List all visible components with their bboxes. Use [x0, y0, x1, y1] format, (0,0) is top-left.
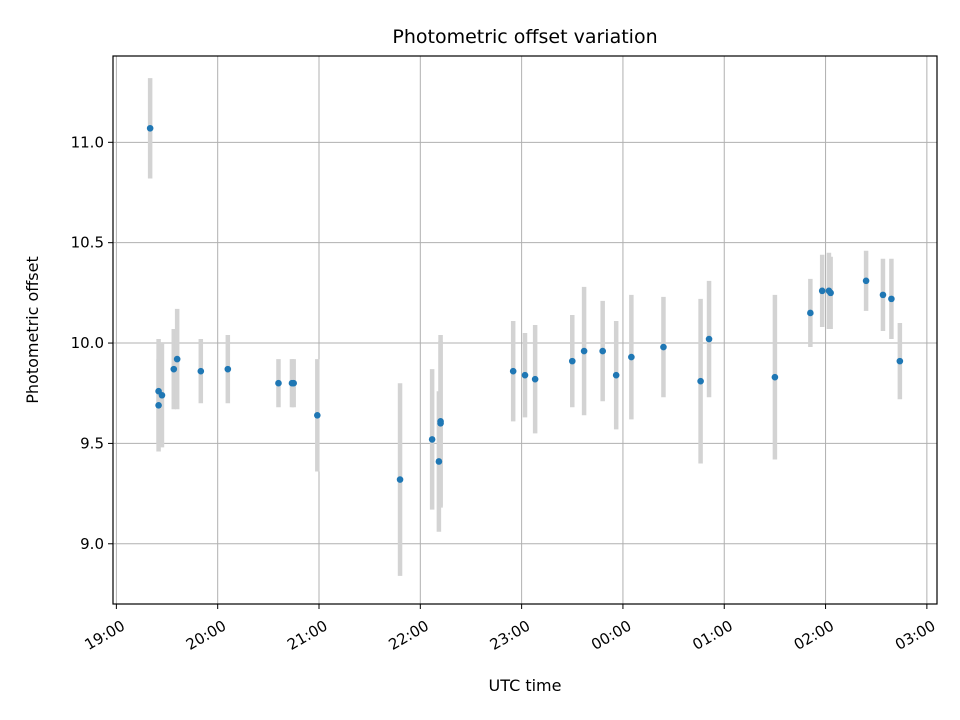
data-point [888, 295, 895, 303]
chart-title: Photometric offset variation [392, 26, 657, 48]
data-point [771, 373, 779, 381]
data-point [599, 347, 606, 355]
data-point [862, 277, 870, 285]
data-point [435, 458, 443, 465]
data-point [660, 343, 667, 351]
data-point [580, 347, 588, 355]
y-tick-label: 9.0 [80, 535, 104, 553]
data-point [531, 375, 539, 383]
data-point [697, 377, 704, 385]
y-tick-label: 11.0 [71, 133, 104, 151]
data-point [224, 365, 232, 373]
data-point [612, 371, 620, 379]
data-point [428, 436, 436, 443]
grid [113, 56, 937, 604]
data-point [807, 309, 814, 317]
data-point [173, 355, 181, 363]
y-tick-label: 10.5 [71, 234, 104, 252]
data-point [628, 353, 635, 361]
data-point [197, 367, 205, 375]
data-point [146, 124, 154, 132]
data-point [568, 357, 576, 365]
y-axis-label: Photometric offset [23, 256, 42, 404]
x-axis-label: UTC time [489, 676, 562, 695]
data-point [170, 365, 178, 373]
data-points [146, 124, 904, 483]
data-point [705, 335, 713, 343]
data-point [879, 291, 887, 299]
data-point [158, 391, 166, 399]
data-point [396, 476, 404, 483]
plot-frame [112, 55, 938, 605]
data-point [314, 412, 321, 419]
data-point [509, 367, 517, 375]
data-point [290, 379, 297, 387]
data-point [155, 401, 162, 409]
data-point [818, 287, 826, 295]
y-tick-label: 10.0 [71, 334, 104, 352]
data-point [275, 379, 282, 387]
data-point [827, 289, 834, 297]
data-point [521, 371, 529, 379]
y-tick-label: 9.5 [80, 434, 104, 452]
data-point [437, 420, 444, 427]
data-point [896, 357, 904, 365]
